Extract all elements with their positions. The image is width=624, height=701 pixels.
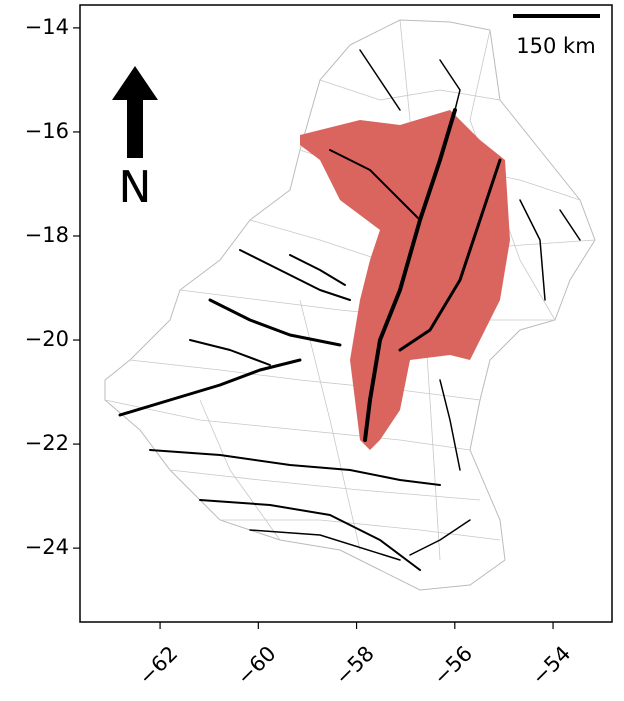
y-tick-label: −24 bbox=[25, 535, 69, 559]
y-tick-label: −20 bbox=[25, 327, 69, 351]
basin bbox=[104, 19, 596, 591]
x-tick-label: −60 bbox=[232, 641, 280, 689]
y-tick-label: −18 bbox=[25, 223, 69, 247]
y-tick-label: −22 bbox=[25, 431, 69, 455]
north-label: N bbox=[119, 162, 152, 213]
flooded-area bbox=[300, 110, 510, 450]
x-tick-label: −62 bbox=[134, 641, 182, 689]
rivers bbox=[118, 49, 581, 571]
x-tick-label: −54 bbox=[527, 641, 575, 689]
y-tick-label: −16 bbox=[25, 119, 69, 143]
x-tick-label: −58 bbox=[331, 641, 379, 689]
north-arrow bbox=[112, 66, 158, 158]
y-tick-label: −14 bbox=[25, 15, 69, 39]
plot-frame bbox=[79, 4, 613, 623]
x-tick-label: −56 bbox=[429, 641, 477, 689]
map-area: N 150 km bbox=[104, 14, 600, 591]
scale-bar-label: 150 km bbox=[516, 34, 595, 58]
